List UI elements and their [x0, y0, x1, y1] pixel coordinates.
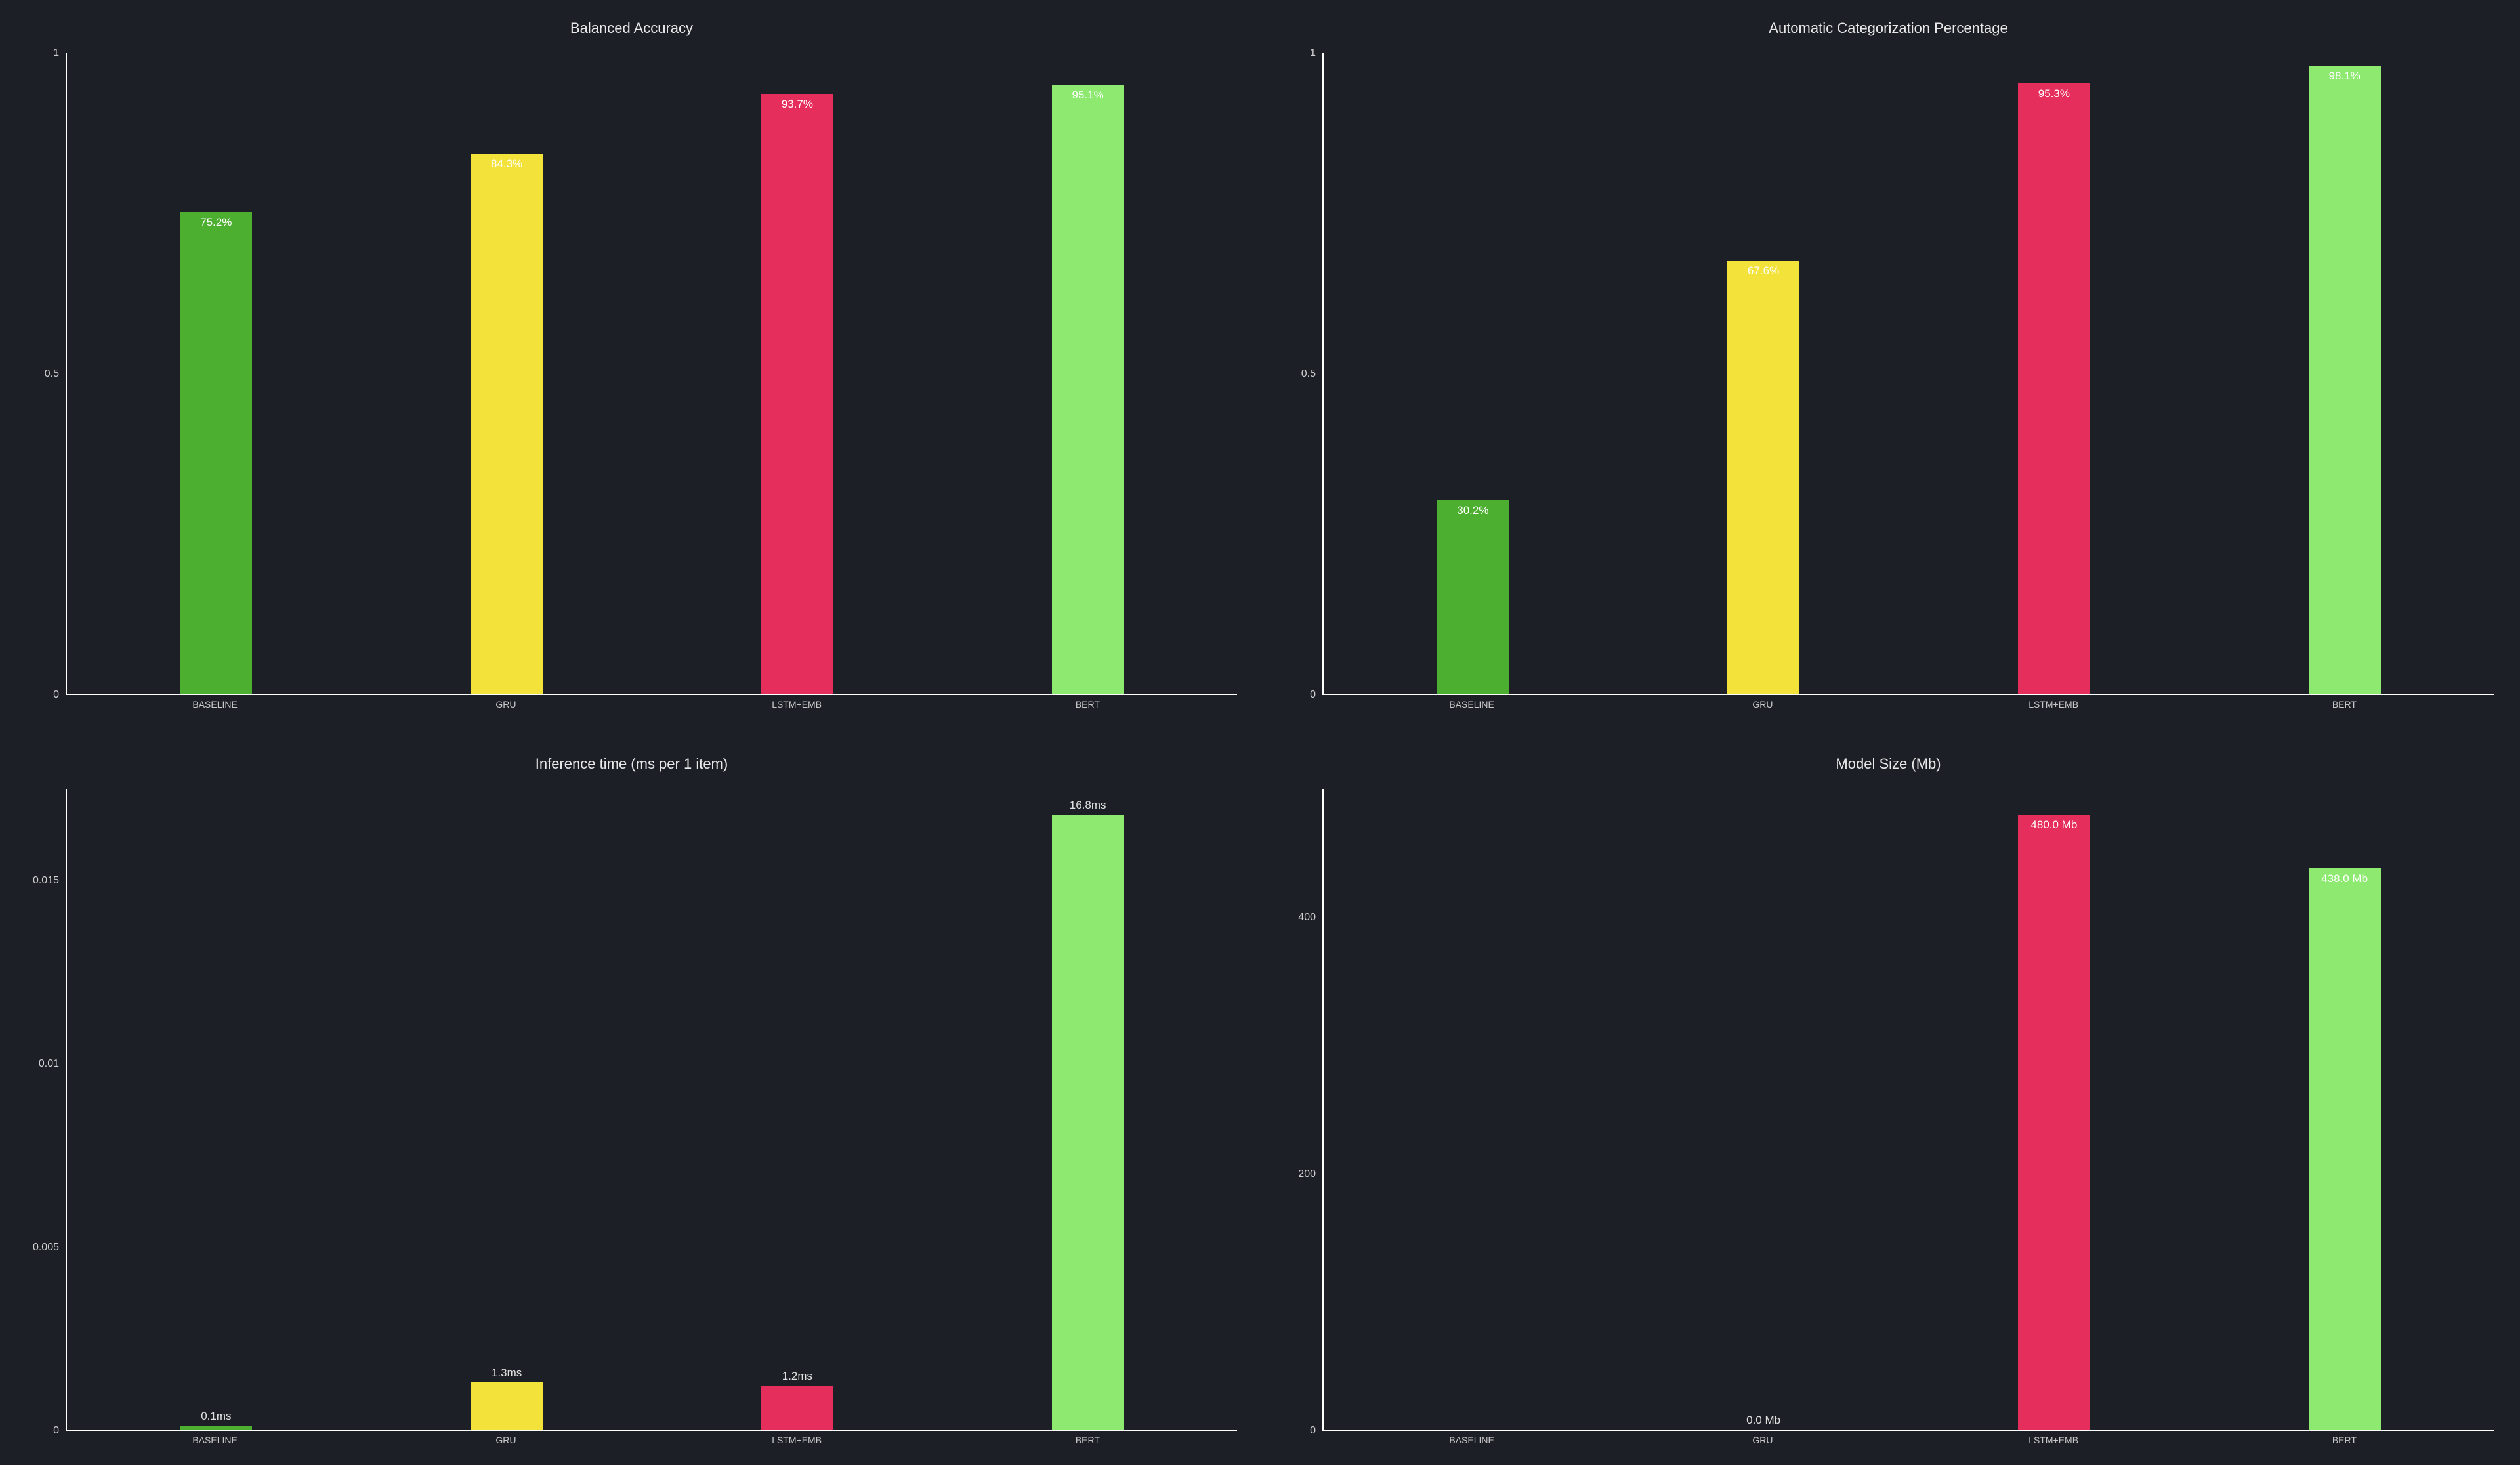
y-tick: 0.005	[33, 1242, 59, 1253]
x-tick: LSTM+EMB	[652, 699, 942, 710]
bar-value-label: 30.2%	[1437, 504, 1509, 517]
bar-slot: 93.7%	[652, 53, 943, 694]
x-axis: BASELINEGRULSTM+EMBBERT	[1283, 695, 2494, 710]
bar-slot: 16.8ms	[942, 789, 1233, 1430]
bar: 84.3%	[471, 154, 543, 694]
bar-value-label: 1.3ms	[471, 1367, 543, 1380]
x-tick: GRU	[1617, 1435, 1908, 1445]
bar: 67.6%	[1727, 261, 1799, 694]
x-tick: BERT	[2199, 1435, 2490, 1445]
bar: 480.0 Mb	[2018, 815, 2090, 1430]
y-axis: 00.51	[1283, 53, 1322, 695]
bar: 95.1%	[1052, 85, 1124, 694]
plot-area: 75.2% 84.3% 93.7% 95.1%	[66, 53, 1237, 695]
chart-title: Inference time (ms per 1 item)	[536, 755, 728, 773]
bar-value-label: 438.0 Mb	[2309, 872, 2381, 885]
y-tick: 0.5	[45, 369, 59, 379]
x-tick: LSTM+EMB	[1908, 699, 2199, 710]
y-axis: 0200400	[1283, 789, 1322, 1431]
bar-slot: 30.2%	[1328, 53, 1618, 694]
x-tick: BERT	[942, 1435, 1233, 1445]
x-tick: LSTM+EMB	[1908, 1435, 2199, 1445]
bar: 30.2%	[1437, 500, 1509, 694]
plot-wrap: 00.51 75.2% 84.3% 93.7% 95.1%	[26, 53, 1237, 695]
bar-slot: 1.2ms	[652, 789, 943, 1430]
y-axis: 00.51	[26, 53, 66, 695]
bar: 93.7%	[761, 94, 833, 694]
plot-area: 30.2% 67.6% 95.3% 98.1%	[1322, 53, 2494, 695]
bar: 95.3%	[2018, 83, 2090, 694]
bar-slot: 95.1%	[942, 53, 1233, 694]
bar-value-label: 95.3%	[2018, 87, 2090, 100]
x-tick: GRU	[360, 699, 651, 710]
bar-slot: 75.2%	[71, 53, 362, 694]
bar-value-label: 75.2%	[180, 216, 252, 229]
y-tick: 0	[53, 690, 59, 700]
bar-value-label: 16.8ms	[1052, 799, 1124, 812]
y-tick: 0	[53, 1426, 59, 1436]
x-tick: LSTM+EMB	[652, 1435, 942, 1445]
bar-slot: 438.0 Mb	[2199, 789, 2490, 1430]
y-tick: 0.01	[39, 1059, 59, 1069]
bar-slot: 0.1ms	[71, 789, 362, 1430]
bar: 98.1%	[2309, 66, 2381, 694]
bar-value-label: 98.1%	[2309, 70, 2381, 83]
y-tick: 200	[1298, 1169, 1316, 1179]
bar: 438.0 Mb	[2309, 868, 2381, 1430]
y-tick: 400	[1298, 912, 1316, 923]
x-tick: BASELINE	[70, 1435, 360, 1445]
plot-area: 0.1ms 1.3ms 1.2ms 16.8ms	[66, 789, 1237, 1431]
bar-value-label: 84.3%	[471, 158, 543, 171]
x-tick: BERT	[2199, 699, 2490, 710]
y-axis: 00.0050.010.015	[26, 789, 66, 1431]
bar: 1.3ms	[471, 1382, 543, 1430]
x-tick: BERT	[942, 699, 1233, 710]
bar: 1.2ms	[761, 1386, 833, 1430]
bar-slot: 1.3ms	[362, 789, 652, 1430]
y-tick: 1	[1310, 48, 1316, 58]
chart-title: Balanced Accuracy	[570, 20, 693, 37]
bar: 75.2%	[180, 212, 252, 694]
bar-value-label: 0.0 Mb	[1727, 1414, 1799, 1427]
y-tick: 0.015	[33, 876, 59, 886]
plot-wrap: 00.0050.010.015 0.1ms1.3ms1.2ms16.8ms	[26, 789, 1237, 1431]
chart-title: Model Size (Mb)	[1836, 755, 1941, 773]
bar-slot: 95.3%	[1909, 53, 2200, 694]
bar-slot: 67.6%	[1618, 53, 1909, 694]
bar-value-label: 0.1ms	[180, 1410, 252, 1423]
x-tick: BASELINE	[1326, 1435, 1617, 1445]
bar-value-label: 67.6%	[1727, 265, 1799, 278]
bar-slot: 0.0 Mb	[1618, 789, 1909, 1430]
bar-slot: 98.1%	[2199, 53, 2490, 694]
x-axis: BASELINEGRULSTM+EMBBERT	[26, 695, 1237, 710]
chart-balanced-accuracy: Balanced Accuracy 00.51 75.2%84.3%93.7%9…	[26, 20, 1237, 710]
x-axis: BASELINEGRULSTM+EMBBERT	[26, 1431, 1237, 1445]
bar: 0.1ms	[180, 1426, 252, 1430]
y-tick: 0	[1310, 690, 1316, 700]
bar-slot	[1328, 789, 1618, 1430]
bar-slot: 84.3%	[362, 53, 652, 694]
chart-model-size: Model Size (Mb) 0 200 400 0.0 Mb 480.0 Mb 43…	[1283, 755, 2494, 1445]
chart-auto-categorization: Automatic Categorization Percentage 00.5…	[1283, 20, 2494, 710]
plot-wrap: 00.51 30.2% 67.6% 95.3% 98.1%	[1283, 53, 2494, 695]
bar-value-label: 1.2ms	[761, 1370, 833, 1383]
plot-area: 0.0 Mb 480.0 Mb 438.0 Mb	[1322, 789, 2494, 1431]
charts-grid: Balanced Accuracy 00.51 75.2%84.3%93.7%9…	[26, 20, 2494, 1445]
bar-slot: 480.0 Mb	[1909, 789, 2200, 1430]
bar: 16.8ms	[1052, 815, 1124, 1430]
chart-inference-time: Inference time (ms per 1 item) 0 0.005 0.0…	[26, 755, 1237, 1445]
y-tick: 0.5	[1301, 369, 1316, 379]
bar-value-label: 480.0 Mb	[2018, 818, 2090, 832]
plot-wrap: 0200400 0.0 Mb480.0 Mb438.0 Mb	[1283, 789, 2494, 1431]
bar-value-label: 93.7%	[761, 98, 833, 111]
x-tick: BASELINE	[70, 699, 360, 710]
y-tick: 0	[1310, 1426, 1316, 1436]
x-tick: GRU	[1617, 699, 1908, 710]
y-tick: 1	[53, 48, 59, 58]
bar-value-label: 95.1%	[1052, 89, 1124, 102]
x-tick: BASELINE	[1326, 699, 1617, 710]
chart-title: Automatic Categorization Percentage	[1769, 20, 2007, 37]
x-tick: GRU	[360, 1435, 651, 1445]
x-axis: BASELINEGRULSTM+EMBBERT	[1283, 1431, 2494, 1445]
